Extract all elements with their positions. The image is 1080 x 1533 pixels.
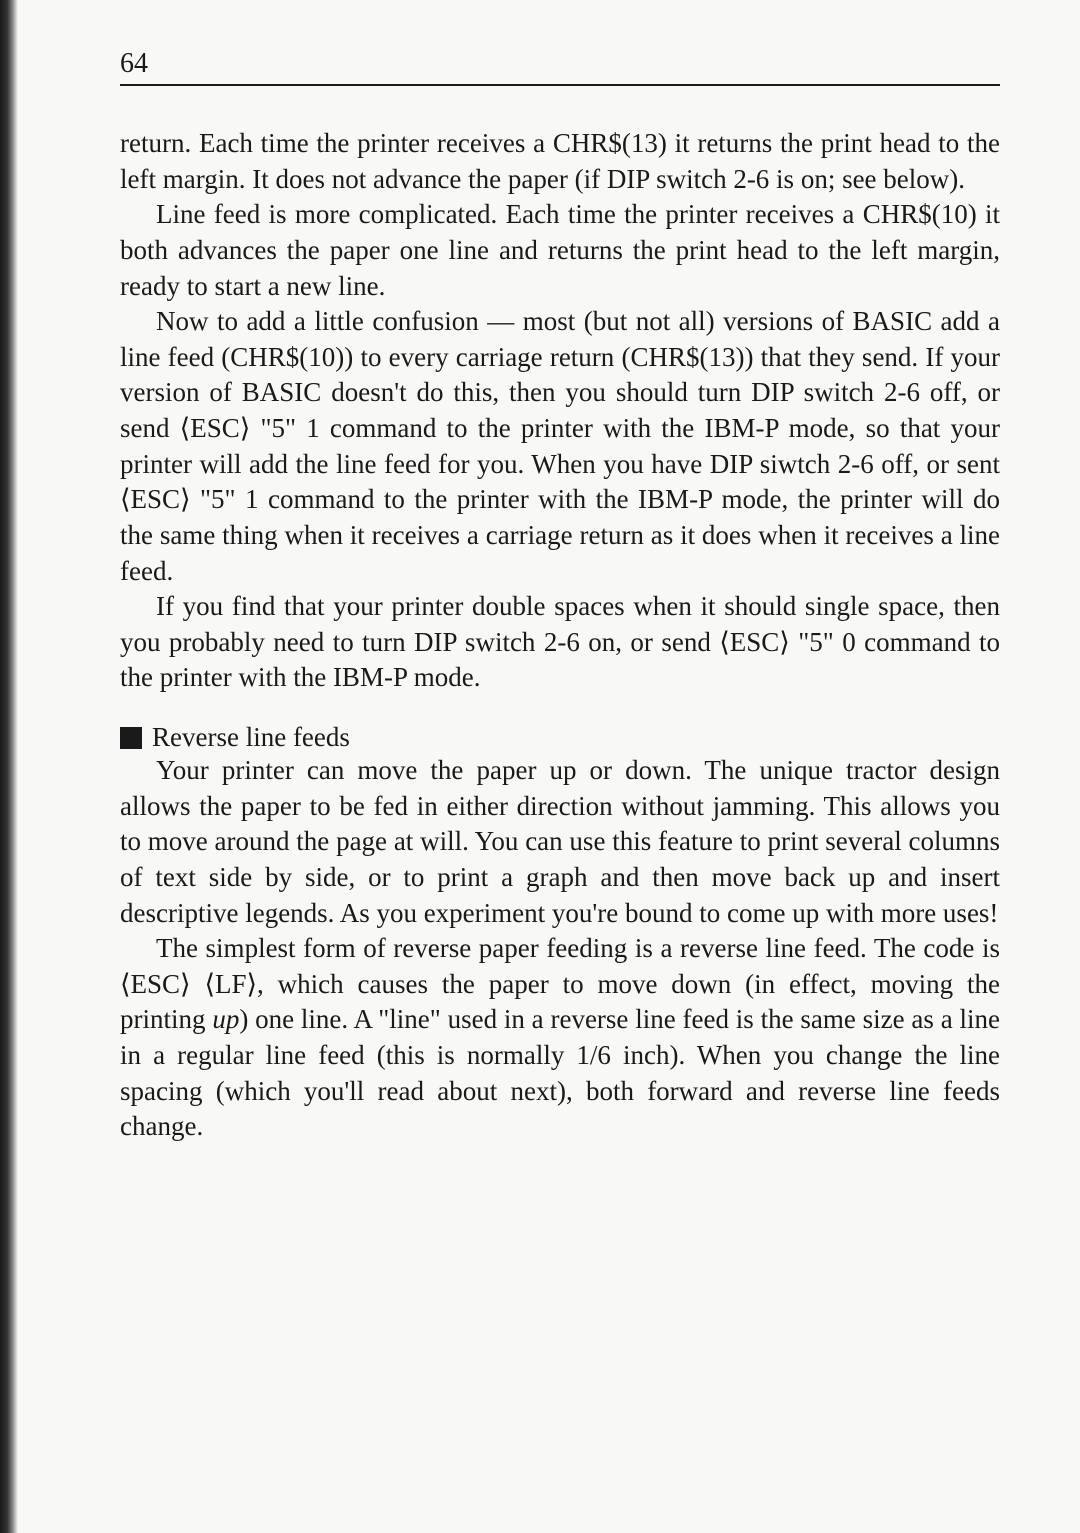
para-1-text: return. Each time the printer receives a… xyxy=(120,128,1000,194)
paragraph-2: Line feed is more complicated. Each time… xyxy=(120,197,1000,304)
para-6-italic: up xyxy=(212,1004,239,1034)
page-content: 64 return. Each time the printer receive… xyxy=(0,0,1080,1185)
square-bullet-icon xyxy=(120,727,142,749)
paragraph-5: Your printer can move the paper up or do… xyxy=(120,753,1000,931)
binding-edge xyxy=(0,0,18,1533)
paragraph-6: The simplest form of reverse paper feedi… xyxy=(120,931,1000,1145)
para-6-post: ) one line. A "line" used in a reverse l… xyxy=(120,1004,1000,1141)
para-5-text: Your printer can move the paper up or do… xyxy=(120,755,1000,928)
heading-text: Reverse line feeds xyxy=(152,722,350,753)
page-number: 64 xyxy=(120,48,1000,86)
section-heading-reverse-line-feeds: Reverse line feeds xyxy=(120,722,1000,753)
para-4-text: If you find that your printer double spa… xyxy=(120,591,1000,692)
paragraph-3: Now to add a little confusion — most (bu… xyxy=(120,304,1000,589)
paragraph-4: If you find that your printer double spa… xyxy=(120,589,1000,696)
para-3-text: Now to add a little confusion — most (bu… xyxy=(120,306,1000,585)
paragraph-1: return. Each time the printer receives a… xyxy=(120,126,1000,197)
para-2-text: Line feed is more complicated. Each time… xyxy=(120,199,1000,300)
